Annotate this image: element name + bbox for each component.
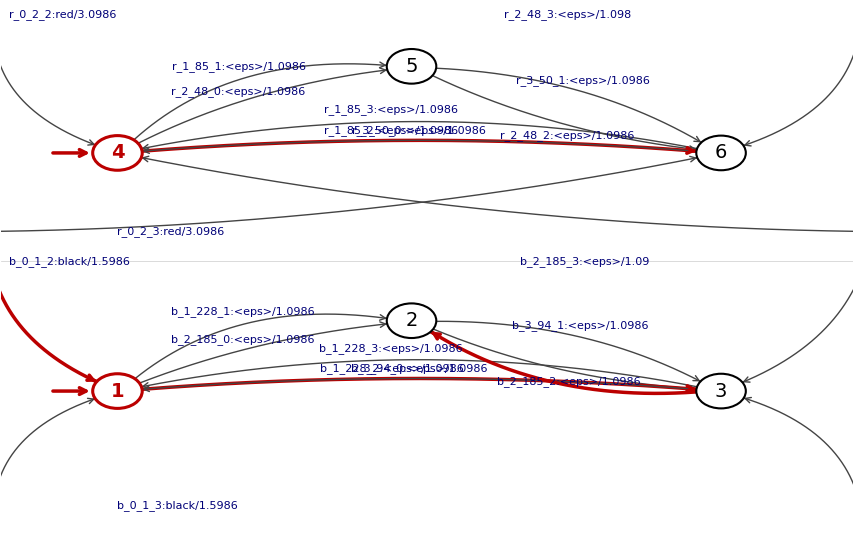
Text: r_3_50_1:<eps>/1.0986: r_3_50_1:<eps>/1.0986 (515, 75, 649, 85)
Text: 2: 2 (405, 311, 417, 330)
Text: b_1_228_2:<eps>/1.0986: b_1_228_2:<eps>/1.0986 (319, 363, 462, 374)
Text: r_1_85_3:<eps>/1.0986: r_1_85_3:<eps>/1.0986 (323, 104, 457, 115)
Text: r_1_85_1:<eps>/1.0986: r_1_85_1:<eps>/1.0986 (171, 61, 305, 72)
Text: 1: 1 (111, 381, 125, 400)
Text: r_2_48_0:<eps>/1.0986: r_2_48_0:<eps>/1.0986 (171, 86, 305, 97)
Text: r_3_50_0:<eps>/1.0986: r_3_50_0:<eps>/1.0986 (352, 125, 485, 136)
Text: b_3_94_1:<eps>/1.0986: b_3_94_1:<eps>/1.0986 (512, 320, 647, 331)
Text: b_2_185_2:<eps>/1.0986: b_2_185_2:<eps>/1.0986 (497, 376, 641, 387)
Circle shape (93, 374, 142, 409)
Text: 3: 3 (714, 381, 727, 400)
Text: r_2_48_2:<eps>/1.0986: r_2_48_2:<eps>/1.0986 (500, 130, 634, 141)
Text: b_1_228_1:<eps>/1.0986: b_1_228_1:<eps>/1.0986 (171, 306, 314, 317)
Text: b_2_185_0:<eps>/1.0986: b_2_185_0:<eps>/1.0986 (171, 334, 314, 345)
Text: 4: 4 (111, 144, 125, 163)
Text: 5: 5 (405, 57, 417, 76)
Text: r_0_2_2:red/3.0986: r_0_2_2:red/3.0986 (9, 9, 116, 20)
Text: b_0_1_3:black/1.5986: b_0_1_3:black/1.5986 (118, 500, 238, 511)
Text: b_2_185_3:<eps>/1.09: b_2_185_3:<eps>/1.09 (519, 256, 648, 267)
Text: b_3_94_0:<eps>/1.0986: b_3_94_0:<eps>/1.0986 (351, 363, 487, 374)
Circle shape (386, 49, 436, 84)
Circle shape (386, 304, 436, 338)
Text: r_2_48_3:<eps>/1.098: r_2_48_3:<eps>/1.098 (504, 9, 631, 20)
Circle shape (93, 135, 142, 170)
Circle shape (695, 135, 745, 170)
Text: b_1_228_3:<eps>/1.0986: b_1_228_3:<eps>/1.0986 (319, 343, 462, 354)
Text: r_1_85_2:<eps>/1.0986: r_1_85_2:<eps>/1.0986 (324, 125, 458, 136)
Circle shape (695, 374, 745, 409)
Text: 6: 6 (714, 144, 727, 163)
Text: r_0_2_3:red/3.0986: r_0_2_3:red/3.0986 (118, 226, 224, 237)
Text: b_0_1_2:black/1.5986: b_0_1_2:black/1.5986 (9, 256, 130, 267)
